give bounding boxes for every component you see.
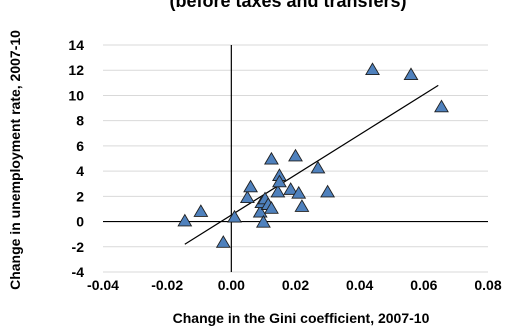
- y-tick-label: 4: [76, 163, 84, 179]
- x-axis-title: Change in the Gini coefficient, 2007-10: [173, 310, 430, 326]
- data-point: [177, 213, 193, 227]
- data-point: [264, 151, 279, 165]
- gridlines: [103, 44, 488, 273]
- data-point: [365, 62, 380, 76]
- data-point: [215, 235, 231, 248]
- data-point: [243, 179, 259, 193]
- x-tick-label: 0.08: [474, 277, 501, 293]
- y-tick-label: 12: [68, 62, 84, 78]
- y-tick-label: 2: [76, 188, 84, 204]
- y-tick-label: 10: [68, 87, 84, 103]
- axes: [103, 45, 488, 272]
- data-point: [264, 201, 279, 214]
- trendline: [184, 84, 439, 245]
- x-tick-label: -0.04: [87, 277, 119, 293]
- x-tick-label: 0.06: [410, 277, 437, 293]
- y-tick-label: -4: [72, 264, 85, 280]
- data-point: [270, 184, 286, 198]
- x-tick-label: 0.02: [282, 277, 309, 293]
- y-tick-label: 8: [76, 113, 84, 129]
- x-tick-label: 0.00: [218, 277, 245, 293]
- y-tick-label: 6: [76, 138, 84, 154]
- data-point: [294, 199, 310, 212]
- y-axis-title: Change in unemployment rate, 2007-10: [7, 30, 23, 290]
- x-tick-label: -0.02: [151, 277, 183, 293]
- data-point: [283, 182, 299, 195]
- data-point: [227, 209, 242, 223]
- data-point: [239, 190, 255, 204]
- data-point: [252, 204, 268, 218]
- data-points: [177, 62, 449, 248]
- data-point: [291, 185, 307, 199]
- x-tick-labels: -0.04 -0.02 0.00 0.02 0.04 0.06 0.08: [87, 277, 502, 293]
- y-tick-labels: -4 -2 0 2 4 6 8 10 12 14: [68, 37, 84, 280]
- trendline-group: [184, 84, 439, 245]
- data-point: [403, 67, 419, 81]
- chart-title: (before taxes and transfers): [169, 0, 406, 11]
- data-point: [310, 160, 326, 174]
- data-point: [255, 214, 271, 228]
- y-tick-label: 14: [68, 37, 84, 53]
- data-point: [193, 204, 209, 217]
- data-point: [288, 148, 303, 162]
- data-point: [320, 184, 336, 198]
- x-tick-label: 0.04: [346, 277, 373, 293]
- y-tick-label: 0: [76, 214, 84, 230]
- data-point: [272, 174, 287, 188]
- data-point: [434, 99, 449, 113]
- y-tick-label: -2: [72, 239, 85, 255]
